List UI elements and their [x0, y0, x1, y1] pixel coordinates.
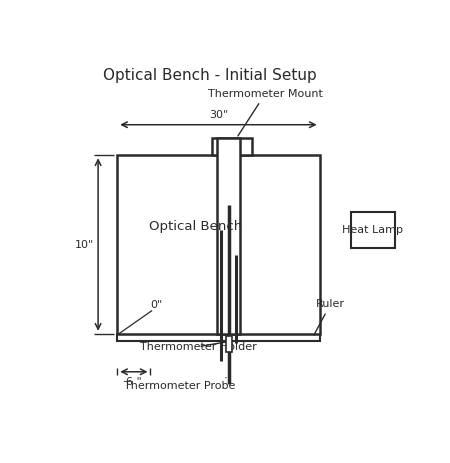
Text: Thermometer Mount: Thermometer Mount — [208, 88, 323, 136]
Bar — [225, 336, 232, 352]
Bar — [217, 138, 240, 334]
Bar — [117, 156, 320, 334]
Text: Ruler: Ruler — [314, 299, 345, 335]
Text: Thermometer Holder: Thermometer Holder — [140, 342, 256, 352]
Text: 30": 30" — [209, 111, 228, 120]
Text: 10": 10" — [75, 239, 94, 250]
Bar — [351, 213, 395, 248]
Text: 6 ": 6 " — [126, 377, 142, 388]
Text: 0": 0" — [150, 300, 162, 310]
Text: Thermometer Probe: Thermometer Probe — [124, 378, 236, 391]
Text: Optical Bench - Initial Setup: Optical Bench - Initial Setup — [103, 68, 317, 83]
Text: Heat Lamp: Heat Lamp — [342, 225, 403, 235]
Bar — [212, 138, 252, 156]
Bar — [117, 334, 320, 342]
Text: Optical Bench: Optical Bench — [148, 220, 242, 233]
